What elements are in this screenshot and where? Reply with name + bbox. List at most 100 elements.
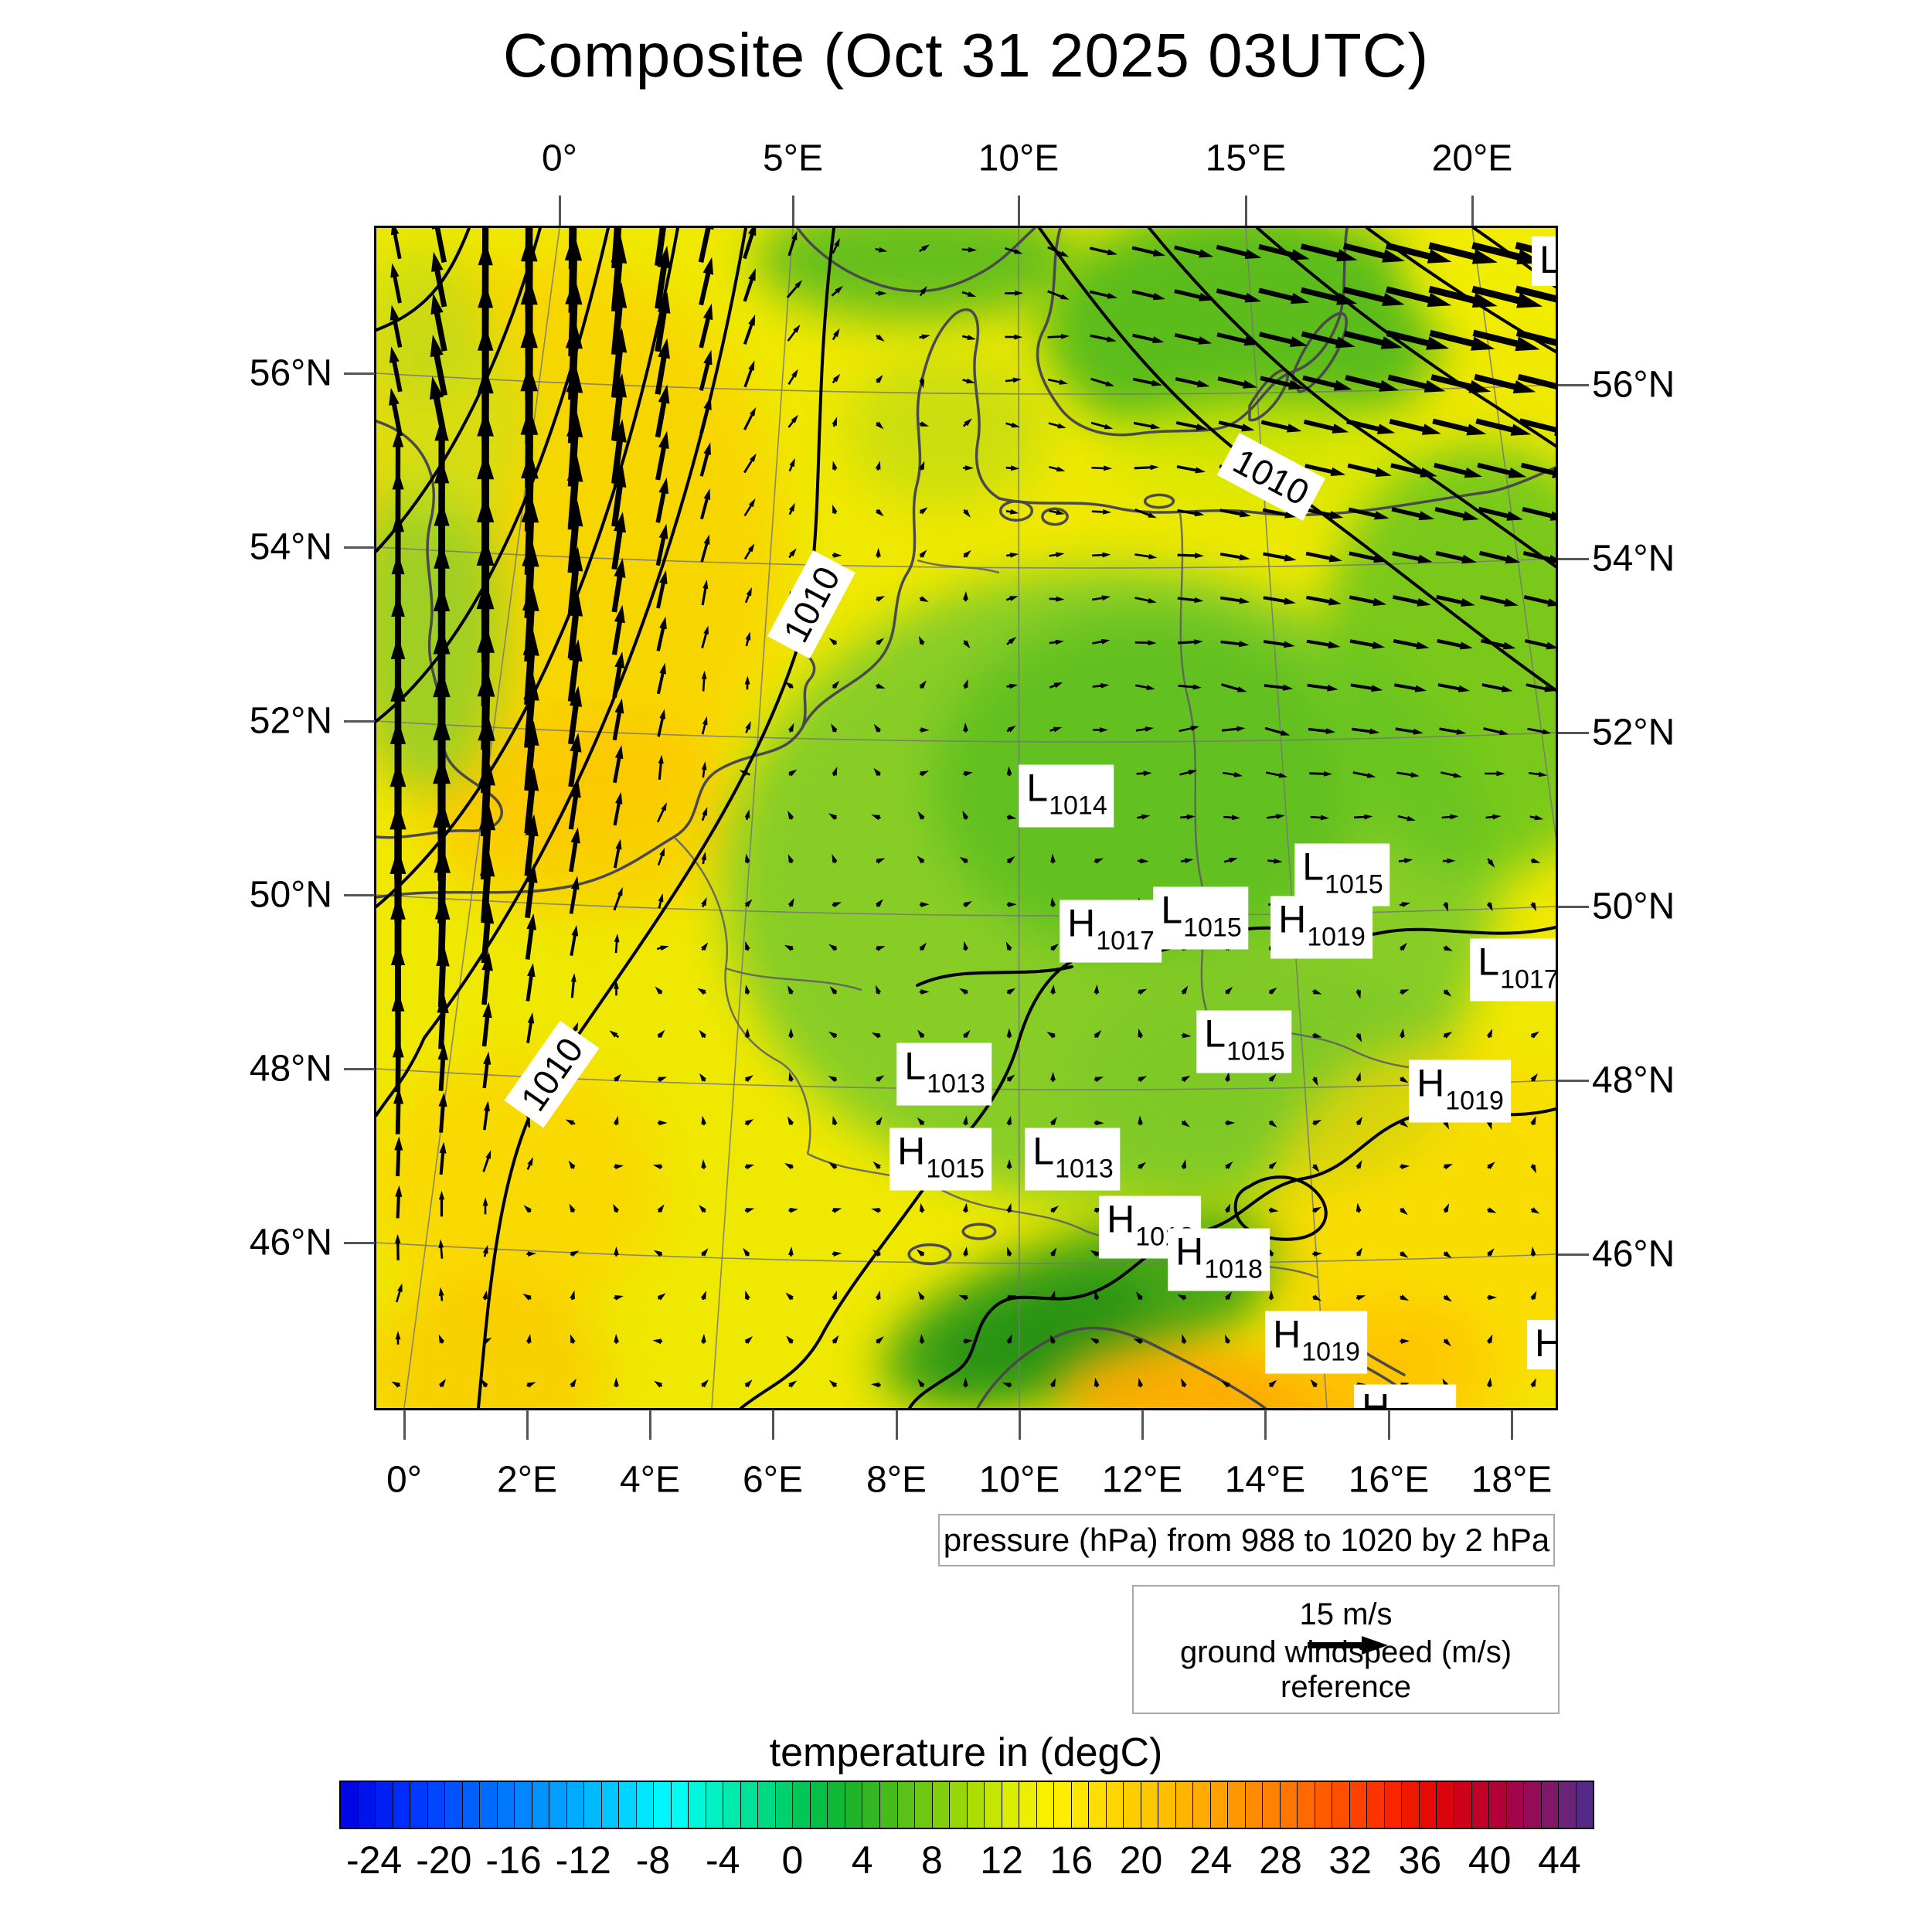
wind-arrows-layer xyxy=(389,228,1556,1388)
colorbar-segment xyxy=(1332,1782,1349,1828)
colorbar-segment xyxy=(774,1782,793,1828)
colorbar-segment xyxy=(1262,1782,1280,1828)
colorbar-segment xyxy=(809,1782,828,1828)
colorbar-segment xyxy=(1105,1782,1124,1828)
colorbar-segment xyxy=(914,1782,932,1828)
isobar-contour xyxy=(376,228,542,553)
coastline xyxy=(907,1243,952,1266)
axis-label-right: 54°N xyxy=(1592,538,1675,580)
colorbar-tick-label: 20 xyxy=(1119,1838,1163,1882)
colorbar-segment xyxy=(1383,1782,1402,1828)
colorbar-segment xyxy=(879,1782,897,1828)
pressure-center-label: L1013 xyxy=(896,1043,992,1106)
coastline xyxy=(998,466,1556,516)
colorbar-segment xyxy=(496,1782,515,1828)
colorbar-tick-label: 28 xyxy=(1259,1838,1302,1882)
colorbar-segment xyxy=(1123,1782,1141,1828)
colorbar-segment xyxy=(1454,1782,1471,1828)
colorbar-segment xyxy=(1418,1782,1437,1828)
parallel-gridline xyxy=(376,894,1556,917)
parallel-gridline xyxy=(376,372,1556,395)
colorbar-segment xyxy=(341,1782,358,1828)
colorbar-segment xyxy=(1158,1782,1175,1828)
isobar-contour xyxy=(477,228,835,1408)
colorbar-segment xyxy=(931,1782,950,1828)
colorbar-segment xyxy=(653,1782,671,1828)
axis-tick-right xyxy=(1558,558,1589,560)
colorbar-segment xyxy=(479,1782,497,1828)
colorbar-segment xyxy=(410,1782,427,1828)
colorbar-segment xyxy=(1001,1782,1019,1828)
colorbar-segment xyxy=(1558,1782,1576,1828)
colorbar-tick-label: 36 xyxy=(1398,1838,1442,1882)
colorbar-segment xyxy=(392,1782,410,1828)
colorbar-segment xyxy=(1488,1782,1506,1828)
axis-tick-top xyxy=(792,196,794,226)
colorbar-segment xyxy=(566,1782,584,1828)
meridian-gridline xyxy=(711,228,794,1408)
pressure-center-label: H1019 xyxy=(1409,1060,1511,1123)
colorbar-segment xyxy=(1523,1782,1541,1828)
axis-label-right: 56°N xyxy=(1592,364,1675,406)
wind-legend-speed: 15 m/s xyxy=(1299,1597,1393,1631)
axis-label-left: 54°N xyxy=(249,526,332,568)
map-canvas: L1014 L1015 H1017 L1015 H1019 L1017 L1015 L1013… xyxy=(376,228,1556,1408)
colorbar-segment xyxy=(1505,1782,1524,1828)
colorbar-segment xyxy=(461,1782,480,1828)
axis-tick-left xyxy=(344,720,375,723)
axis-label-top: 5°E xyxy=(763,138,823,179)
pressure-center-label: H1019 xyxy=(1265,1311,1367,1374)
pressure-center-label: L1015 xyxy=(1196,1010,1292,1073)
colorbar-segment xyxy=(670,1782,689,1828)
axis-tick-left xyxy=(344,372,375,375)
colorbar-tick-label: -4 xyxy=(705,1838,740,1882)
axis-label-bottom: 12°E xyxy=(1101,1459,1183,1501)
wind-speed-legend: 15 m/s ground windspeed (m/s) reference xyxy=(1132,1585,1560,1714)
colorbar-segment xyxy=(1575,1782,1594,1828)
colorbar-segment xyxy=(1297,1782,1315,1828)
colorbar-segment xyxy=(1244,1782,1263,1828)
isobar-contour xyxy=(1148,228,1556,568)
country-border xyxy=(917,559,1000,574)
isobar-contour xyxy=(916,965,1073,987)
axis-label-top: 0° xyxy=(542,138,577,179)
colorbar-segment xyxy=(1540,1782,1559,1828)
pressure-center-label: H1018 xyxy=(1354,1384,1456,1408)
colorbar-segment xyxy=(688,1782,706,1828)
colorbar-segment xyxy=(1401,1782,1419,1828)
pressure-caption: pressure (hPa) from 988 to 1020 by 2 hPa xyxy=(938,1514,1555,1566)
coastline xyxy=(801,653,816,728)
page-title: Composite (Oct 31 2025 03UTC) xyxy=(502,21,1430,90)
axis-tick-bottom xyxy=(526,1410,529,1440)
axis-label-bottom: 10°E xyxy=(978,1459,1060,1501)
colorbar-segment xyxy=(984,1782,1002,1828)
colorbar-segment xyxy=(635,1782,654,1828)
axis-tick-right xyxy=(1558,906,1589,908)
axis-tick-right xyxy=(1558,1253,1589,1256)
axis-tick-left xyxy=(344,546,375,549)
colorbar-segment xyxy=(757,1782,775,1828)
colorbar-tick-label: 44 xyxy=(1538,1838,1581,1882)
axis-label-top: 20°E xyxy=(1431,138,1513,179)
colorbar-segment xyxy=(1140,1782,1158,1828)
colorbar-segment xyxy=(1175,1782,1193,1828)
country-border xyxy=(673,836,811,1155)
isobar-contour xyxy=(376,228,610,723)
colorbar-segment xyxy=(966,1782,985,1828)
colorbar-segment xyxy=(1471,1782,1489,1828)
axis-label-right: 48°N xyxy=(1592,1060,1675,1101)
colorbar-tick-label: 8 xyxy=(920,1838,943,1882)
colorbar-segment xyxy=(862,1782,879,1828)
isobar-contour xyxy=(376,228,471,332)
colorbar-segment xyxy=(1279,1782,1298,1828)
colorbar-tick-label: 0 xyxy=(781,1838,804,1882)
colorbar-tick-label: 24 xyxy=(1189,1838,1233,1882)
wind-reference-arrow-icon xyxy=(1307,1636,1388,1655)
axis-tick-bottom xyxy=(1264,1410,1267,1440)
colorbar-tick-label: 12 xyxy=(980,1838,1023,1882)
pressure-center-label: H xyxy=(1526,1320,1556,1369)
colorbar-tick-label: 32 xyxy=(1328,1838,1372,1882)
axis-tick-top xyxy=(1471,196,1474,226)
colorbar-segment xyxy=(1366,1782,1384,1828)
